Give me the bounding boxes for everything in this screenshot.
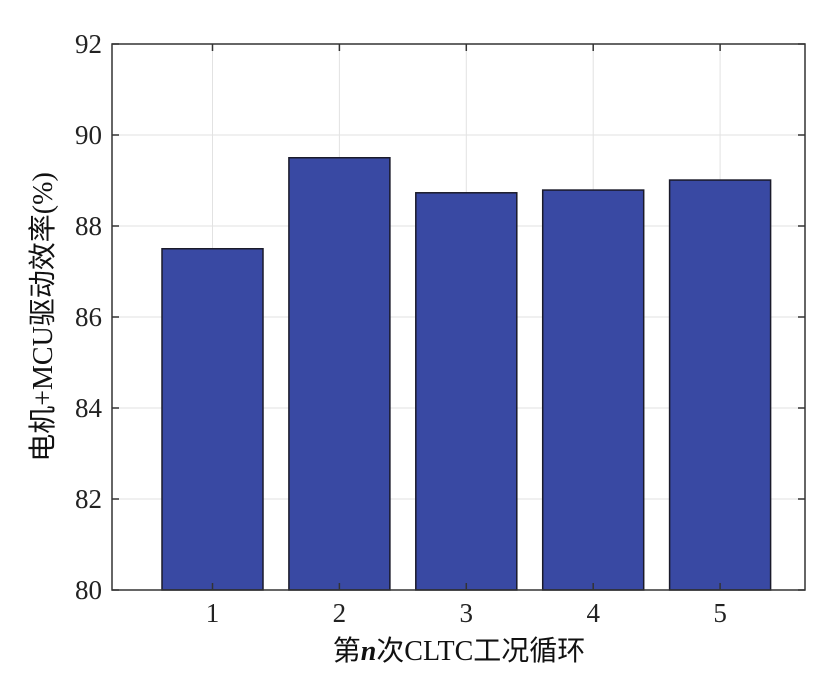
- bar-2: [288, 157, 391, 591]
- x-tick-label: 3: [460, 598, 474, 628]
- y-tick-label: 88: [75, 211, 102, 241]
- y-tick-label: 92: [75, 29, 102, 59]
- x-axis-label: 第n次CLTC工况循环: [333, 635, 586, 667]
- bar-3: [415, 192, 518, 591]
- y-tick-label: 82: [75, 484, 102, 514]
- bars: [161, 157, 772, 591]
- bar-1: [161, 248, 264, 591]
- y-tick-label: 90: [75, 120, 102, 150]
- x-tick-label: 1: [206, 598, 220, 628]
- y-tick-label: 84: [75, 393, 103, 423]
- y-axis-label: 电机+MCU驱动效率(%): [27, 172, 59, 462]
- x-tick-label: 2: [333, 598, 347, 628]
- bar-4: [541, 189, 645, 591]
- x-tick-label: 5: [713, 598, 727, 628]
- x-tick-label: 4: [586, 598, 600, 628]
- y-tick-label: 80: [75, 575, 102, 605]
- ticks: 80 82 84 86 88 90 92 1 2 3 4 5: [75, 29, 805, 628]
- bar-5: [668, 179, 772, 591]
- y-tick-label: 86: [75, 302, 102, 332]
